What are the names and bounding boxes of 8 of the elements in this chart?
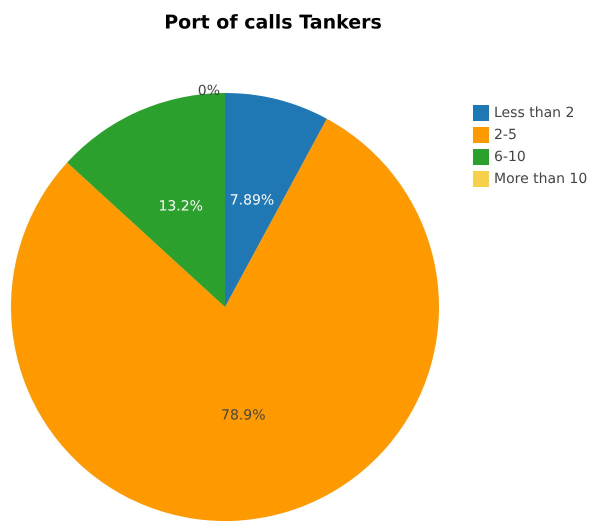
legend-label: More than 10 [494,171,588,187]
legend-label: 6-10 [494,149,526,165]
data-label: 7.89% [230,192,274,208]
legend-label: 2-5 [494,127,517,143]
legend-label: Less than 2 [494,105,574,121]
data-label: 13.2% [158,198,203,214]
data-label: 78.9% [221,407,266,424]
chart-title: Port of calls Tankers [164,12,382,34]
